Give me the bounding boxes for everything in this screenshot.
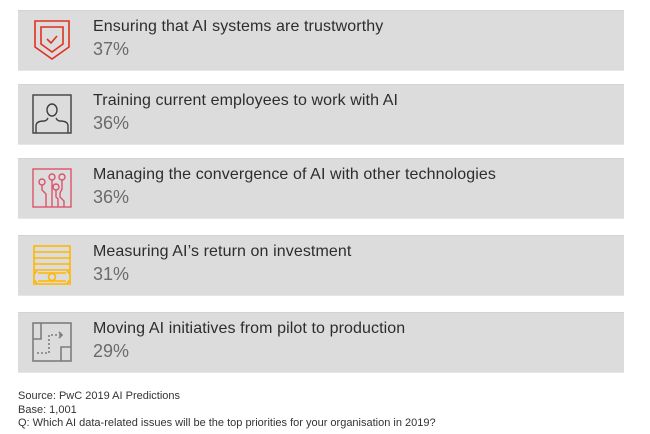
circuit-icon — [31, 167, 73, 209]
item-label: Training current employees to work with … — [93, 92, 399, 109]
priority-item-training: Training current employees to work with … — [18, 84, 624, 145]
person-frame-icon — [31, 93, 73, 135]
priority-item-convergence: Managing the convergence of AI with othe… — [18, 158, 624, 219]
item-label: Ensuring that AI systems are trustworthy — [93, 18, 384, 35]
shield-check-icon — [31, 19, 73, 61]
item-label: Moving AI initiatives from pilot to prod… — [93, 320, 406, 337]
item-label: Measuring AI’s return on investment — [93, 243, 352, 260]
money-stack-icon — [31, 244, 73, 286]
question-note: Q: Which AI data-related issues will be … — [18, 417, 436, 429]
chart-footnotes: Source: PwC 2019 AI Predictions Base: 1,… — [18, 390, 436, 431]
source-note: Source: PwC 2019 AI Predictions — [18, 390, 181, 402]
floorplan-path-icon — [31, 321, 73, 363]
priority-item-roi: Measuring AI’s return on investment 31% — [18, 235, 624, 296]
priority-item-trustworthy: Ensuring that AI systems are trustworthy… — [18, 10, 624, 71]
item-value: 36% — [93, 187, 130, 207]
item-value: 29% — [93, 341, 130, 361]
item-value: 37% — [93, 39, 130, 59]
item-value: 31% — [93, 264, 130, 284]
item-label: Managing the convergence of AI with othe… — [93, 166, 496, 183]
base-note: Base: 1,001 — [18, 403, 77, 416]
priority-item-pilot-to-production: Moving AI initiatives from pilot to prod… — [18, 312, 624, 373]
item-value: 36% — [93, 113, 130, 133]
